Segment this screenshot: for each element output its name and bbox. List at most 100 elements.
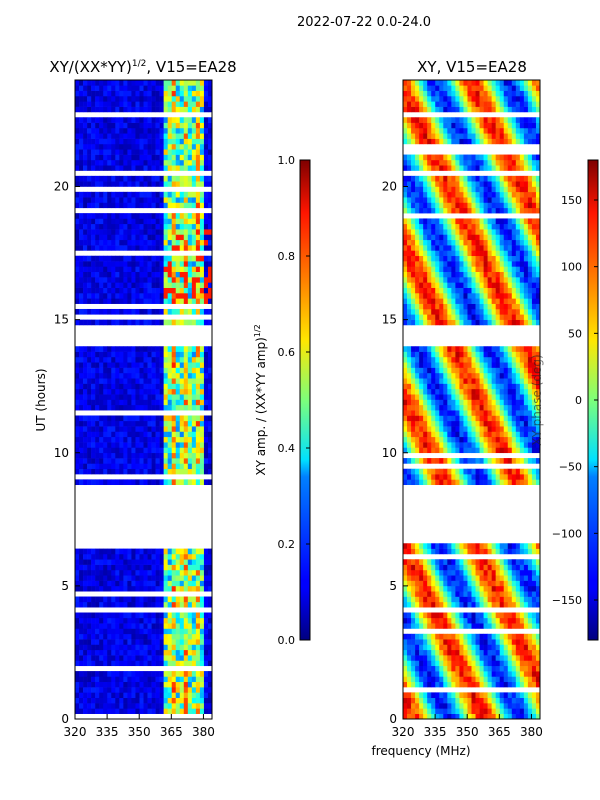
heatmap-cell	[143, 436, 148, 443]
heatmap-cell	[455, 575, 460, 581]
heatmap-cell	[471, 655, 476, 661]
heatmap-cell	[87, 261, 92, 267]
heatmap-cell	[491, 623, 496, 629]
heatmap-cell	[447, 436, 452, 443]
heatmap-cell	[463, 351, 468, 358]
heatmap-cell	[87, 229, 92, 235]
heatmap-cell	[155, 426, 160, 432]
heatmap-cell	[107, 261, 112, 267]
heatmap-cell	[187, 644, 193, 651]
heatmap-cell	[119, 101, 124, 107]
heatmap-cell	[167, 479, 173, 486]
heatmap-cell	[511, 559, 517, 565]
heatmap-cell	[203, 585, 209, 592]
heatmap-cell	[471, 420, 476, 427]
heatmap-cell	[95, 601, 100, 608]
heatmap-cell	[431, 458, 436, 464]
heatmap-cell	[203, 426, 209, 432]
heatmap-cell	[175, 458, 181, 464]
heatmap-cell	[131, 367, 136, 374]
heatmap-cell	[123, 564, 128, 571]
heatmap-cell	[403, 426, 408, 432]
heatmap-cell	[171, 218, 177, 225]
heatmap-cell	[431, 356, 436, 363]
heatmap-cell	[143, 468, 148, 475]
heatmap-cell	[471, 346, 476, 352]
heatmap-cell	[499, 319, 505, 326]
heatmap-cell	[155, 596, 160, 603]
heatmap-cell	[419, 644, 424, 651]
heatmap-cell	[95, 356, 100, 363]
heatmap-cell	[463, 404, 468, 411]
heatmap-cell	[451, 548, 456, 555]
heatmap-cell	[171, 601, 177, 608]
heatmap-cell	[111, 181, 116, 187]
heatmap-cell	[199, 463, 205, 470]
heatmap-cell	[123, 553, 128, 560]
heatmap-cell	[151, 308, 156, 315]
heatmap-cell	[179, 676, 185, 683]
heatmap-cell	[191, 559, 197, 565]
heatmap-cell	[103, 372, 108, 379]
heatmap-cell	[135, 580, 140, 587]
heatmap-cell	[171, 564, 177, 571]
heatmap-cell	[111, 197, 116, 203]
heatmap-cell	[171, 692, 177, 699]
heatmap-cell	[411, 580, 416, 587]
heatmap-cell	[155, 548, 160, 555]
heatmap-cell	[487, 479, 492, 486]
heatmap-cell	[207, 223, 213, 230]
heatmap-cell	[115, 255, 120, 262]
heatmap-cell	[199, 585, 205, 592]
heatmap-cell	[483, 681, 488, 688]
heatmap-cell	[143, 175, 148, 182]
heatmap-cell	[155, 202, 160, 209]
heatmap-cell	[143, 697, 148, 704]
heatmap-cell	[123, 282, 128, 288]
heatmap-cell	[499, 415, 505, 422]
heatmap-cell	[515, 426, 521, 432]
heatmap-cell	[183, 442, 189, 448]
heatmap-cell	[475, 559, 480, 565]
heatmap-cell	[147, 202, 152, 209]
heatmap-cell	[195, 277, 201, 283]
heatmap-cell	[527, 362, 533, 368]
heatmap-cell	[143, 293, 148, 299]
heatmap-cell	[91, 703, 96, 709]
heatmap-cell	[131, 197, 136, 203]
heatmap-cell	[187, 229, 193, 235]
heatmap-cell	[79, 708, 84, 714]
heatmap-cell	[171, 681, 177, 688]
heatmap-cell	[503, 623, 509, 629]
heatmap-cell	[99, 585, 104, 592]
heatmap-cell	[83, 479, 88, 486]
heatmap-cell	[195, 319, 201, 326]
heatmap-cell	[199, 351, 205, 358]
heatmap-cell	[535, 458, 541, 464]
heatmap-cell	[99, 154, 104, 161]
heatmap-cell	[159, 644, 164, 651]
heatmap-cell	[107, 117, 112, 123]
heatmap-cell	[107, 452, 112, 459]
heatmap-cell	[435, 580, 440, 587]
heatmap-cell	[487, 404, 492, 411]
heatmap-cell	[403, 580, 408, 587]
heatmap-cell	[427, 314, 432, 320]
heatmap-cell	[187, 628, 193, 635]
heatmap-cell	[107, 90, 112, 97]
heatmap-cell	[151, 159, 156, 166]
heatmap-cell	[139, 436, 144, 443]
heatmap-cell	[195, 596, 201, 603]
heatmap-cell	[99, 426, 104, 432]
heatmap-cell	[507, 633, 513, 640]
heatmap-cell	[527, 458, 533, 464]
heatmap-cell	[471, 351, 476, 358]
heatmap-cell	[191, 159, 197, 166]
heatmap-cell	[499, 426, 505, 432]
heatmap-cell	[155, 649, 160, 656]
heatmap-cell	[463, 665, 468, 672]
heatmap-cell	[439, 692, 444, 699]
heatmap-cell	[159, 655, 164, 661]
heatmap-cell	[111, 404, 116, 411]
heatmap-cell	[511, 346, 517, 352]
